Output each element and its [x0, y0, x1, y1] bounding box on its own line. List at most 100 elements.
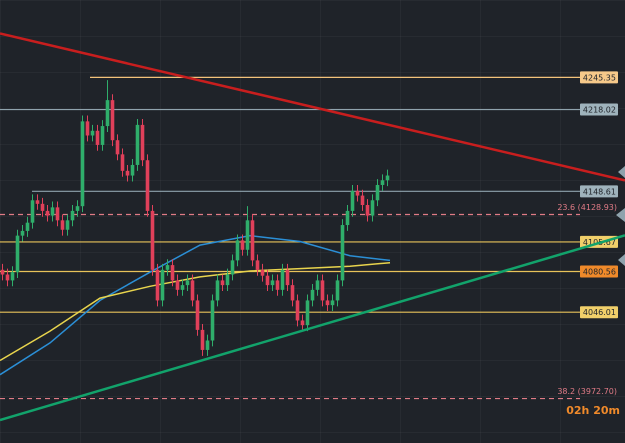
candle-body — [205, 340, 210, 350]
candle-body — [110, 100, 115, 141]
trend-line — [0, 32, 625, 182]
candle-body — [265, 275, 270, 286]
candle-body — [65, 220, 70, 230]
candle-body — [95, 130, 100, 145]
fib-label: 23.6 (4128.93) — [557, 203, 617, 212]
price-label-bg — [580, 306, 618, 319]
candle-body — [350, 190, 355, 211]
candle-body — [330, 300, 335, 306]
candle-body — [140, 124, 145, 161]
candle-body — [240, 240, 245, 250]
candle-body — [175, 280, 180, 290]
price-label: 4245.35 — [583, 73, 616, 82]
candle-body — [100, 126, 105, 145]
candle-body — [280, 269, 285, 290]
price-label-bg — [580, 185, 618, 198]
price-label: 4148.61 — [583, 187, 616, 196]
candle-body — [55, 207, 60, 221]
scale-marker — [618, 166, 625, 178]
price-label: 4080.56 — [583, 268, 616, 277]
candle-body — [35, 200, 40, 204]
candle-body — [200, 329, 205, 350]
candle-body — [115, 140, 120, 155]
candle-body — [250, 220, 255, 261]
candle-body — [10, 272, 15, 281]
candle-body — [215, 280, 220, 301]
candle-body — [165, 265, 170, 270]
candle-body — [80, 121, 85, 207]
candle-body — [310, 289, 315, 301]
candle-body — [245, 220, 250, 250]
candle-body — [75, 206, 80, 211]
candle-body — [125, 170, 130, 176]
candle-body — [170, 265, 175, 281]
candle-timer: 02h 20m — [566, 404, 620, 417]
candle-body — [335, 280, 340, 301]
candle-body — [190, 280, 195, 301]
candle-body — [220, 280, 225, 286]
candle-body — [210, 300, 215, 341]
candle-body — [355, 190, 360, 196]
candle-body — [105, 100, 110, 127]
candle-body — [255, 260, 260, 270]
candle-body — [20, 230, 25, 236]
candle-body — [375, 184, 380, 201]
candle-body — [160, 269, 165, 301]
price-label: 4046.01 — [583, 308, 616, 317]
candle-body — [5, 274, 10, 281]
scale-marker — [618, 254, 625, 266]
candle-body — [315, 280, 320, 290]
price-label-bg — [580, 265, 618, 278]
price-label-bg — [580, 103, 618, 116]
price-label-bg — [580, 71, 618, 84]
moving-average — [0, 261, 391, 362]
candle-body — [155, 269, 160, 301]
candle-body — [40, 203, 45, 211]
candle-body — [320, 280, 325, 301]
candle-body — [70, 210, 75, 221]
candle-body — [340, 225, 345, 281]
candle-body — [130, 164, 135, 176]
candle-body — [230, 260, 235, 275]
candle-body — [260, 269, 265, 276]
candle-body — [385, 175, 390, 181]
candle-body — [380, 180, 385, 185]
candle-body — [365, 205, 370, 216]
trend-line — [0, 234, 625, 422]
candle-body — [285, 269, 290, 286]
candle-body — [0, 269, 5, 275]
candle-body — [85, 121, 90, 136]
moving-average — [0, 234, 391, 376]
candle-body — [290, 285, 295, 301]
candle-body — [15, 235, 20, 273]
candle-body — [325, 300, 330, 306]
candle-body — [360, 195, 365, 206]
candle-body — [225, 274, 230, 286]
candle-body — [295, 300, 300, 321]
candle-body — [30, 200, 35, 223]
candle-body — [150, 210, 155, 270]
candle-body — [120, 154, 125, 171]
candle-body — [50, 207, 55, 216]
candle-body — [25, 222, 30, 231]
candle-body — [90, 130, 95, 136]
scale-marker — [616, 208, 625, 222]
candle-body — [305, 300, 310, 326]
candle-body — [45, 210, 50, 216]
candle-body — [185, 280, 190, 286]
candle-body — [270, 280, 275, 286]
candle-body — [180, 285, 185, 290]
price-label: 4218.02 — [583, 106, 616, 115]
candle-body — [235, 240, 240, 261]
candle-body — [275, 280, 280, 290]
candle-body — [345, 210, 350, 226]
candle-body — [370, 200, 375, 216]
candle-body — [60, 220, 65, 230]
candle-body — [195, 300, 200, 330]
candle-body — [135, 124, 140, 165]
fib-label: 38.2 (3972.70) — [557, 387, 617, 396]
candle-body — [300, 320, 305, 326]
candle-body — [145, 160, 150, 211]
